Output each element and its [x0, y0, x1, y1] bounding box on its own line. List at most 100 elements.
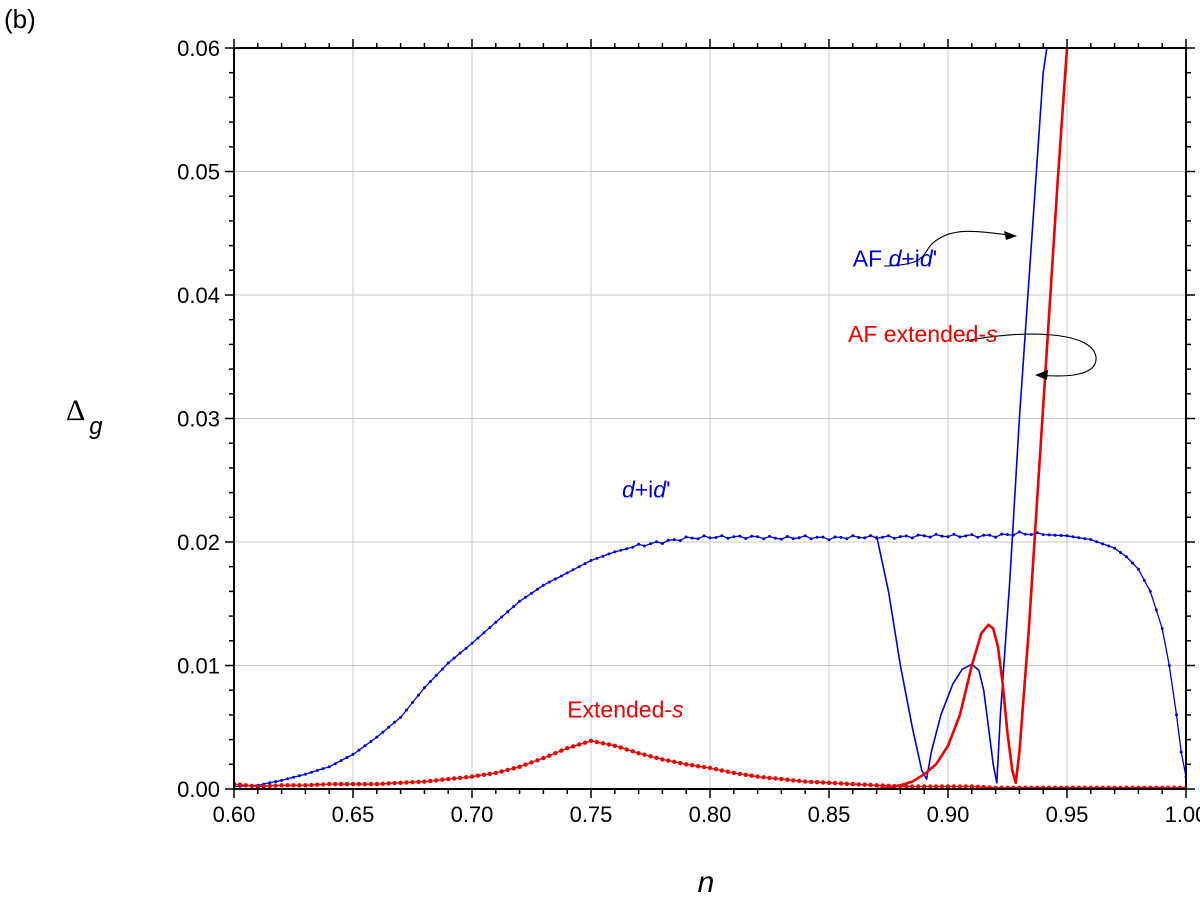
- data-point-dpid: [833, 535, 837, 539]
- data-point-dpid: [476, 636, 480, 640]
- data-point-dpid: [369, 740, 373, 743]
- data-point-ext_s: [469, 774, 475, 779]
- data-point-dpid: [452, 656, 456, 660]
- data-point-dpid: [1089, 538, 1093, 541]
- data-point-ext_s: [333, 781, 338, 787]
- label-text: ': [666, 477, 670, 503]
- data-point-dpid: [1142, 578, 1146, 582]
- data-point-dpid: [851, 534, 855, 538]
- data-point-ext_s: [505, 767, 510, 773]
- data-point-ext_s: [618, 745, 623, 750]
- data-point-dpid: [1000, 532, 1004, 536]
- series-layer: [234, 48, 1186, 789]
- data-point-dpid: [1095, 540, 1099, 544]
- data-point-dpid: [518, 599, 522, 603]
- data-point-dpid: [1113, 546, 1117, 550]
- x-tick-label: 0.60: [213, 802, 256, 827]
- data-point-dpid: [488, 626, 492, 629]
- data-point-ext_s: [285, 783, 290, 788]
- data-point-ext_s: [422, 779, 427, 784]
- data-point-dpid: [470, 641, 474, 645]
- data-point-ext_s: [344, 781, 350, 787]
- data-point-ext_s: [237, 782, 243, 787]
- data-point-ext_s: [933, 784, 939, 789]
- data-point-ext_s: [648, 754, 653, 759]
- data-point-dpid: [845, 537, 849, 541]
- data-point-dpid: [1035, 531, 1039, 535]
- data-point-ext_s: [737, 771, 742, 777]
- data-point-ext_s: [356, 781, 362, 787]
- data-point-dpid: [458, 651, 462, 655]
- data-point-ext_s: [713, 767, 719, 772]
- label-text: ': [933, 246, 937, 272]
- data-point-ext_s: [850, 781, 855, 787]
- data-point-dpid: [970, 533, 974, 537]
- data-point-dpid: [637, 542, 641, 546]
- data-point-ext_s: [297, 783, 302, 788]
- data-point-dpid: [286, 777, 290, 781]
- data-point-ext_s: [499, 769, 504, 774]
- data-point-dpid: [660, 542, 664, 545]
- data-point-dpid: [381, 730, 385, 734]
- data-point-ext_s: [368, 781, 374, 787]
- data-point-ext_s: [874, 783, 879, 788]
- data-point-dpid: [821, 535, 825, 539]
- data-point-dpid: [405, 708, 409, 712]
- label-text: +i: [901, 246, 920, 272]
- data-point-dpid: [964, 534, 968, 538]
- data-point-dpid: [530, 591, 533, 595]
- data-point-dpid: [785, 535, 789, 538]
- data-point-dpid: [1179, 750, 1183, 754]
- data-point-dpid: [1065, 534, 1069, 538]
- y-axis-label-main: Δ: [66, 394, 85, 427]
- data-point-dpid: [446, 661, 450, 665]
- data-point-ext_s: [773, 776, 778, 781]
- data-point-dpid: [464, 646, 468, 650]
- data-point-ext_s: [541, 755, 546, 761]
- data-point-ext_s: [249, 783, 254, 789]
- data-point-ext_s: [707, 765, 713, 771]
- data-point-dpid: [690, 536, 694, 540]
- data-point-dpid: [928, 535, 932, 539]
- data-point-ext_s: [791, 778, 796, 783]
- data-point-ext_s: [755, 774, 760, 779]
- data-point-ext_s: [945, 784, 951, 789]
- data-point-dpid: [440, 667, 444, 671]
- data-point-ext_s: [624, 747, 629, 752]
- x-tick-label: 0.90: [927, 802, 970, 827]
- data-point-ext_s: [951, 784, 957, 789]
- data-point-dpid: [643, 544, 646, 548]
- data-point-dpid: [672, 538, 676, 542]
- data-point-ext_s: [517, 764, 522, 769]
- data-point-ext_s: [939, 784, 945, 789]
- data-point-ext_s: [636, 751, 641, 756]
- x-tick-label: 0.70: [451, 802, 494, 827]
- data-point-dpid: [916, 533, 920, 537]
- data-point-ext_s: [690, 763, 695, 768]
- annotation-arrows: [883, 230, 1097, 380]
- data-point-ext_s: [660, 757, 665, 762]
- data-point-dpid: [297, 774, 301, 778]
- data-point-dpid: [625, 547, 629, 551]
- x-tick-label: 0.65: [332, 802, 375, 827]
- data-point-ext_s: [767, 775, 772, 781]
- data-point-dpid: [321, 767, 325, 771]
- data-point-dpid: [482, 631, 486, 635]
- data-point-ext_s: [969, 784, 974, 789]
- data-point-ext_s: [672, 759, 677, 764]
- data-point-dpid: [565, 571, 569, 575]
- data-point-dpid: [791, 537, 795, 541]
- data-point-dpid: [541, 583, 545, 587]
- data-point-ext_s: [338, 781, 344, 787]
- data-point-ext_s: [374, 781, 379, 787]
- data-point-dpid: [274, 780, 278, 784]
- data-point-ext_s: [553, 751, 558, 756]
- label-text: d: [920, 246, 934, 272]
- data-point-dpid: [1160, 627, 1164, 630]
- data-point-ext_s: [463, 775, 469, 780]
- data-point-ext_s: [684, 762, 689, 767]
- data-point-dpid: [869, 534, 873, 538]
- data-point-dpid: [1029, 533, 1033, 537]
- data-point-dpid: [1101, 542, 1105, 546]
